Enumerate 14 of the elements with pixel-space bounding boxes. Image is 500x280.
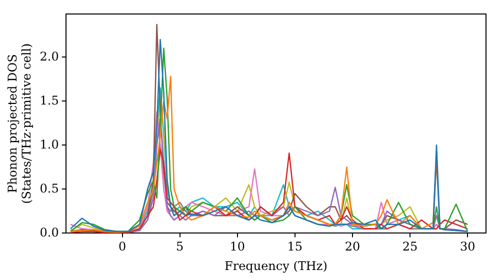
y-tick-label: 2.0: [40, 49, 59, 64]
x-tick-label: 20: [344, 240, 360, 254]
x-tick-label: 25: [402, 240, 418, 254]
y-axis-title: Phonon projected DOS (States/THz·primitive cell): [5, 43, 34, 204]
y-tick-label: 0.5: [40, 181, 59, 196]
x-tick-label: 5: [176, 240, 184, 254]
x-axis-title: Frequency (THz): [224, 258, 328, 273]
y-tick-label: 0.0: [40, 225, 59, 240]
x-tick-label: 10: [230, 240, 246, 254]
x-tick-label: 15: [287, 240, 303, 254]
x-tick-label: 30: [460, 240, 476, 254]
y-tick-label: 1.5: [40, 93, 59, 108]
y-tick-label: 1.0: [40, 137, 59, 152]
x-tick-label: 0: [118, 240, 126, 254]
